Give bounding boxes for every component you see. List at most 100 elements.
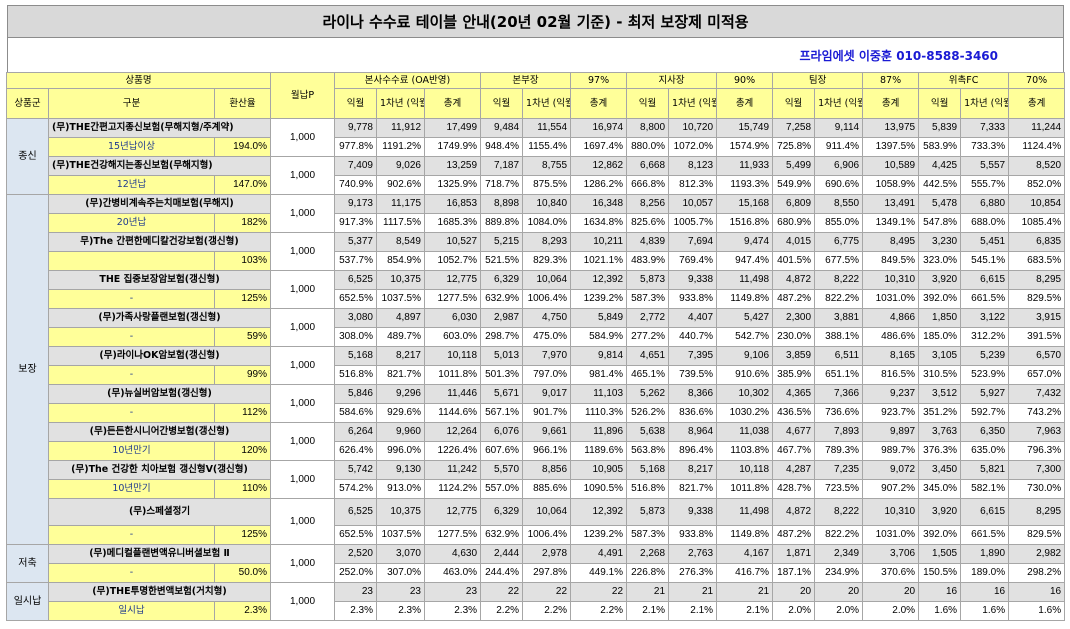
amount-cell: 23 [423,582,482,602]
percent-cell: 376.3% [918,441,962,461]
percent-cell: 549.9% [772,175,816,195]
percent-cell: 1685.3% [423,213,482,233]
percent-cell: 463.0% [423,563,482,583]
amount-cell: 7,970 [522,346,572,366]
product-amount-row: 보장 (무)간병비계속주는치매보험(무해지) 1,000 9,173 11,175 16,… [6,194,1066,545]
monthly-premium: 1,000 [270,544,335,583]
amount-cell: 8,800 [626,118,670,138]
payment-term [48,251,215,271]
amount-cell: 9,130 [376,460,425,480]
amount-cell: 8,856 [522,460,572,480]
col-first-header: 익월 [480,88,524,119]
amount-cell: 10,720 [668,118,718,138]
percent-cell: 185.0% [918,327,962,347]
amount-cell: 20 [772,582,816,602]
amount-cell: 9,173 [334,194,377,214]
percent-cell: 226.8% [626,563,670,583]
amount-cell: 9,114 [814,118,864,138]
amount-cell: 5,849 [570,308,628,328]
col-first-header: 익월 [772,88,816,119]
amount-cell: 5,846 [334,384,377,404]
col-year1-header: 1차년 (익월포함) [376,88,425,119]
percent-cell: 2.1% [626,601,670,621]
amount-cell: 11,242 [423,460,482,480]
table-body: 종신 (무)THE간편고지종신보험(무해지형/주계약) 1,000 9,778 11,9… [6,118,1066,621]
percent-cell: 1058.9% [862,175,920,195]
percent-cell: 583.9% [918,137,962,157]
amount-cell: 6,350 [960,422,1010,442]
percent-cell: 489.7% [376,327,425,347]
amount-cell: 3,080 [334,308,377,328]
monthly-premium: 1,000 [270,232,335,271]
amount-cell: 10,302 [716,384,774,404]
amount-cell: 8,295 [1008,270,1066,290]
amount-cell: 21 [716,582,774,602]
percent-cell: 947.4% [716,251,774,271]
percent-cell: 821.7% [668,479,718,499]
percent-cell: 1.6% [1008,601,1066,621]
amount-cell: 8,217 [668,460,718,480]
amount-cell: 8,366 [668,384,718,404]
percent-cell: 849.5% [862,251,920,271]
percent-cell: 603.0% [423,327,482,347]
amount-cell: 9,338 [668,498,718,526]
percent-cell: 1084.0% [522,213,572,233]
amount-cell: 5,451 [960,232,1010,252]
header-row-2: 상품군 구분 환산율 익월 1차년 (익월포함) 총계 익월 1차년 (익월포함… [6,88,1066,119]
amount-cell: 8,520 [1008,156,1066,176]
amount-cell: 6,906 [814,156,864,176]
percent-cell: 736.6% [814,403,864,423]
amount-cell: 11,498 [716,498,774,526]
product-name: (무)THE간편고지종신보험(무해지형/주계약) [48,118,271,138]
col-total-header: 총계 [423,88,482,119]
amount-cell: 16 [918,582,962,602]
amount-cell: 4,897 [376,308,425,328]
percent-cell: 1634.8% [570,213,628,233]
percent-cell: 652.5% [334,525,377,545]
amount-cell: 9,106 [716,346,774,366]
percent-cell: 854.9% [376,251,425,271]
payment-term: - [48,289,215,309]
percent-cell: 929.6% [376,403,425,423]
percent-cell: 587.3% [626,525,670,545]
monthly-premium: 1,000 [270,384,335,423]
monthly-premium: 1,000 [270,194,335,233]
percent-cell: 1239.2% [570,525,628,545]
amount-cell: 6,615 [960,270,1010,290]
product-group-cell: 저축 [6,544,49,583]
percent-cell: 1239.2% [570,289,628,309]
amount-cell: 3,450 [918,460,962,480]
amount-cell: 16,974 [570,118,628,138]
amount-cell: 8,549 [376,232,425,252]
amount-cell: 1,871 [772,544,816,564]
level-header-branch: 지사장 [626,72,718,89]
amount-cell: 12,862 [570,156,628,176]
percent-cell: 401.5% [772,251,816,271]
percent-cell: 1397.5% [862,137,920,157]
percent-cell: 440.7% [668,327,718,347]
payment-term: - [48,327,215,347]
percent-cell: 855.0% [814,213,864,233]
product-group-cell: 보장 [6,194,49,545]
amount-cell: 11,554 [522,118,572,138]
amount-cell: 6,880 [960,194,1010,214]
amount-cell: 6,264 [334,422,377,442]
amount-cell: 10,854 [1008,194,1066,214]
page-title: 라이나 수수료 테이블 안내(20년 02월 기준) - 최저 보장제 미적용 [7,5,1064,38]
amount-cell: 10,057 [668,194,718,214]
percent-cell: 370.6% [862,563,920,583]
payment-term: - [48,563,215,583]
amount-cell: 5,557 [960,156,1010,176]
percent-cell: 392.0% [918,525,962,545]
percent-cell: 769.4% [668,251,718,271]
conversion-rate: 182% [214,213,271,233]
amount-cell: 4,866 [862,308,920,328]
amount-cell: 8,495 [862,232,920,252]
amount-cell: 2,520 [334,544,377,564]
percent-cell: 661.5% [960,525,1010,545]
amount-cell: 21 [668,582,718,602]
amount-cell: 9,474 [716,232,774,252]
amount-cell: 8,222 [814,270,864,290]
amount-cell: 5,239 [960,346,1010,366]
col-total-header: 총계 [862,88,920,119]
